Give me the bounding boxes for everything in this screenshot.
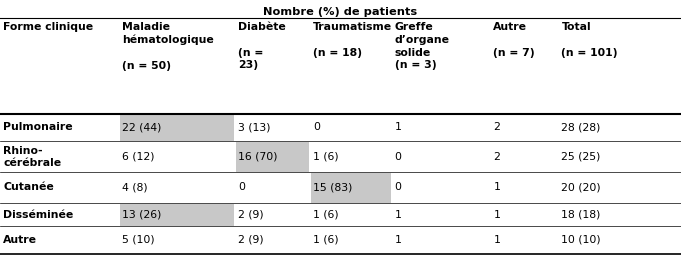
Text: 20 (20): 20 (20): [561, 182, 601, 192]
Bar: [311, 172, 391, 203]
Text: 2: 2: [493, 151, 501, 161]
Text: 16 (70): 16 (70): [238, 151, 277, 161]
Text: 2 (9): 2 (9): [238, 235, 264, 245]
Bar: [120, 204, 234, 225]
Text: 0: 0: [394, 182, 402, 192]
Text: 1: 1: [493, 182, 501, 192]
Text: 22 (44): 22 (44): [122, 123, 161, 133]
Text: Nombre (%) de patients: Nombre (%) de patients: [264, 7, 417, 17]
Text: 3 (13): 3 (13): [238, 123, 270, 133]
Text: 10 (10): 10 (10): [561, 235, 601, 245]
Text: Greffe
d’organe
solide
(n = 3): Greffe d’organe solide (n = 3): [394, 22, 449, 70]
Text: 0: 0: [313, 123, 320, 133]
Text: 18 (18): 18 (18): [561, 209, 601, 219]
Text: Rhino-
cérébrale: Rhino- cérébrale: [3, 145, 61, 168]
Text: 15 (83): 15 (83): [313, 182, 352, 192]
Text: Cutanée: Cutanée: [3, 182, 54, 192]
Text: 0: 0: [238, 182, 245, 192]
Bar: [120, 115, 234, 141]
Text: 1: 1: [493, 209, 501, 219]
Text: 1 (6): 1 (6): [313, 151, 338, 161]
Text: 5 (10): 5 (10): [122, 235, 155, 245]
Bar: [236, 142, 309, 171]
Text: Forme clinique: Forme clinique: [3, 22, 93, 32]
Text: 4 (8): 4 (8): [122, 182, 148, 192]
Text: 1: 1: [394, 123, 402, 133]
Text: 0: 0: [394, 151, 402, 161]
Text: 1 (6): 1 (6): [313, 235, 338, 245]
Text: Diabète

(n =
23): Diabète (n = 23): [238, 22, 286, 70]
Text: Pulmonaire: Pulmonaire: [3, 123, 73, 133]
Text: Maladie
hématologique

(n = 50): Maladie hématologique (n = 50): [122, 22, 214, 71]
Text: 1: 1: [394, 209, 402, 219]
Text: 2: 2: [493, 123, 501, 133]
Text: Autre: Autre: [3, 235, 37, 245]
Text: 1: 1: [493, 235, 501, 245]
Text: Total

(n = 101): Total (n = 101): [561, 22, 618, 58]
Text: Traumatisme

(n = 18): Traumatisme (n = 18): [313, 22, 392, 58]
Text: 25 (25): 25 (25): [561, 151, 601, 161]
Text: 1 (6): 1 (6): [313, 209, 338, 219]
Text: 6 (12): 6 (12): [122, 151, 155, 161]
Text: Disséminée: Disséminée: [3, 209, 74, 219]
Text: 13 (26): 13 (26): [122, 209, 161, 219]
Text: Autre

(n = 7): Autre (n = 7): [493, 22, 535, 58]
Text: 28 (28): 28 (28): [561, 123, 601, 133]
Text: 2 (9): 2 (9): [238, 209, 264, 219]
Text: 1: 1: [394, 235, 402, 245]
